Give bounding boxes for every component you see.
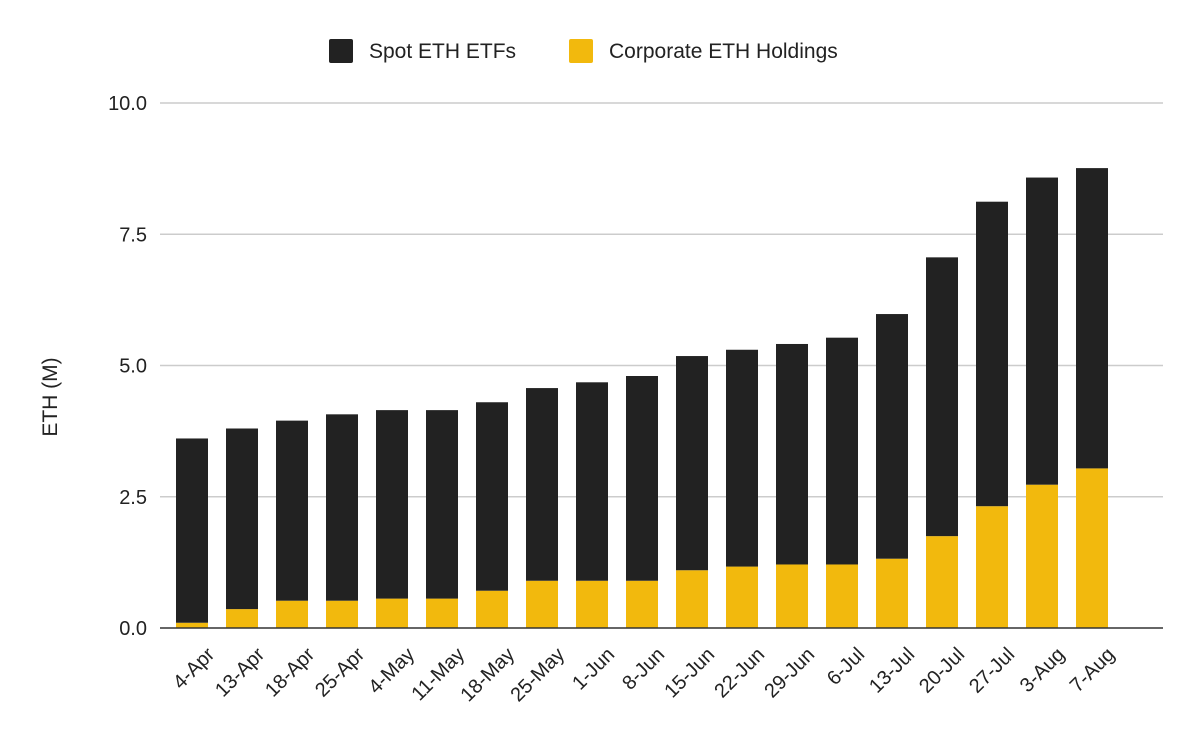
bar-spot-eth-etfs — [376, 410, 408, 599]
bar-corporate-eth-holdings — [726, 566, 758, 628]
bar-corporate-eth-holdings — [526, 580, 558, 628]
gridlines — [160, 102, 1163, 498]
bar-spot-eth-etfs — [326, 414, 358, 601]
bar-spot-eth-etfs — [626, 376, 658, 581]
legend: Spot ETH ETFs Corporate ETH Holdings — [329, 39, 838, 63]
bar-spot-eth-etfs — [576, 382, 608, 581]
x-tick-label: 6-Jul — [823, 644, 869, 690]
x-tick-label: 13-Jul — [865, 644, 919, 698]
y-tick-label: 0.0 — [119, 618, 147, 640]
bar-corporate-eth-holdings — [626, 580, 658, 628]
bar-spot-eth-etfs — [426, 410, 458, 599]
bar-spot-eth-etfs — [876, 314, 908, 559]
bar-corporate-eth-holdings — [276, 600, 308, 628]
y-tick-label: 2.5 — [119, 487, 147, 509]
y-axis-ticks: 0.0 2.5 5.0 7.5 10.0 — [108, 93, 147, 640]
bar-spot-eth-etfs — [276, 420, 308, 601]
bar-spot-eth-etfs — [1076, 168, 1108, 469]
y-tick-label: 7.5 — [119, 224, 147, 246]
x-tick-label: 15-Jun — [660, 644, 719, 703]
x-tick-label: 29-Jun — [760, 644, 819, 703]
x-tick-label: 18-May — [456, 644, 519, 707]
y-tick-label: 5.0 — [119, 356, 147, 378]
y-axis-label: ETH (M) — [39, 357, 62, 436]
x-tick-label: 3-Aug — [1016, 644, 1069, 697]
x-tick-label: 13-Apr — [211, 643, 269, 701]
x-tick-label: 25-May — [506, 644, 569, 707]
x-tick-label: 18-Apr — [261, 643, 319, 701]
y-tick-label: 10.0 — [108, 93, 147, 115]
bar-corporate-eth-holdings — [676, 570, 708, 628]
bar-spot-eth-etfs — [926, 257, 958, 537]
bar-spot-eth-etfs — [526, 388, 558, 581]
bar-corporate-eth-holdings — [1076, 468, 1108, 628]
bar-spot-eth-etfs — [976, 201, 1008, 507]
bar-spot-eth-etfs — [726, 349, 758, 567]
bar-spot-eth-etfs — [176, 438, 208, 623]
legend-swatch-corporate-eth-holdings — [569, 39, 593, 63]
x-tick-label: 1-Jun — [568, 644, 619, 695]
bars — [176, 168, 1108, 628]
bar-corporate-eth-holdings — [1026, 484, 1058, 628]
legend-swatch-spot-eth-etfs — [329, 39, 353, 63]
bar-corporate-eth-holdings — [226, 609, 258, 628]
bar-corporate-eth-holdings — [876, 558, 908, 628]
x-tick-label: 11-May — [407, 644, 469, 706]
x-tick-label: 25-Apr — [311, 643, 369, 701]
x-tick-label: 20-Jul — [915, 644, 969, 698]
bar-spot-eth-etfs — [826, 337, 858, 565]
x-tick-label: 27-Jul — [965, 644, 1019, 698]
bar-spot-eth-etfs — [676, 356, 708, 571]
bar-corporate-eth-holdings — [926, 536, 958, 628]
legend-label-spot-eth-etfs: Spot ETH ETFs — [369, 40, 516, 63]
bar-corporate-eth-holdings — [776, 564, 808, 628]
bar-corporate-eth-holdings — [326, 600, 358, 628]
bar-spot-eth-etfs — [476, 402, 508, 591]
x-axis-ticks: 4-Apr13-Apr18-Apr25-Apr4-May11-May18-May… — [169, 643, 1119, 706]
x-tick-label: 22-Jun — [710, 644, 769, 703]
bar-corporate-eth-holdings — [476, 590, 508, 628]
bar-spot-eth-etfs — [776, 343, 808, 565]
bar-corporate-eth-holdings — [176, 622, 208, 628]
bar-corporate-eth-holdings — [376, 598, 408, 628]
x-tick-label: 7-Aug — [1066, 644, 1119, 697]
bar-spot-eth-etfs — [226, 428, 258, 610]
bar-corporate-eth-holdings — [826, 564, 858, 628]
bar-spot-eth-etfs — [1026, 177, 1058, 485]
legend-label-corporate-eth-holdings: Corporate ETH Holdings — [609, 40, 838, 63]
bar-corporate-eth-holdings — [976, 506, 1008, 628]
bar-corporate-eth-holdings — [576, 580, 608, 628]
bar-corporate-eth-holdings — [426, 598, 458, 628]
